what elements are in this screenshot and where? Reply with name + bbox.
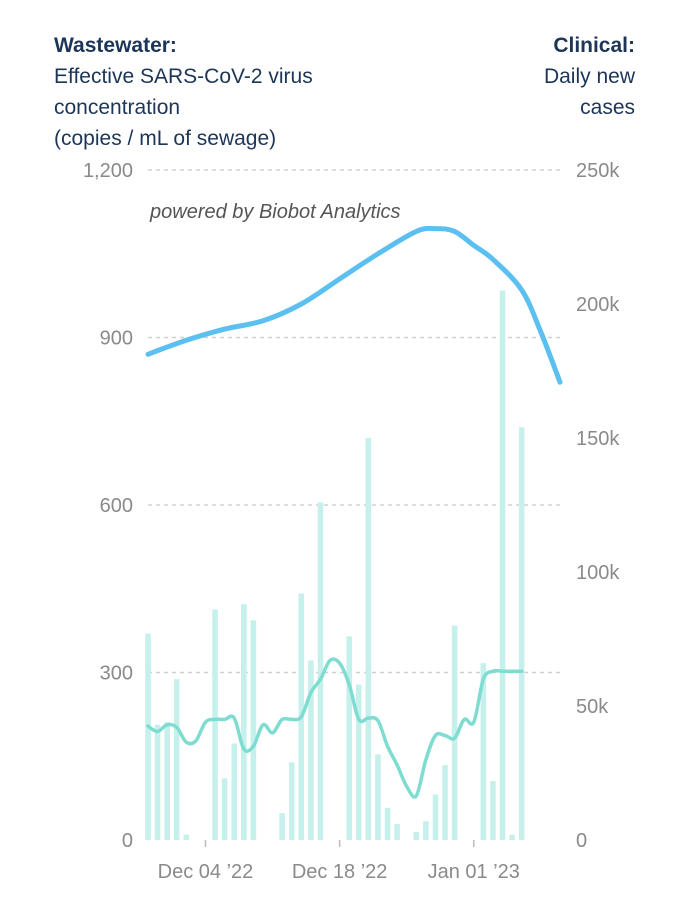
right-axis-tick-label: 50k: [576, 696, 609, 718]
daily-cases-bar: [442, 764, 448, 840]
daily-cases-bar: [423, 821, 429, 840]
right-axis-tick-label: 250k: [576, 160, 620, 182]
daily-cases-bars: [145, 290, 525, 841]
x-axis-tick-label: Jan 01 ’23: [428, 861, 520, 883]
daily-cases-bar: [490, 781, 496, 840]
daily-cases-bar: [365, 438, 372, 840]
daily-cases-bar: [164, 722, 170, 840]
daily-cases-bar: [346, 636, 352, 840]
daily-cases-bar: [221, 778, 228, 840]
left-axis-tick-label: 0: [122, 830, 133, 852]
daily-cases-bar: [173, 679, 180, 840]
left-axis-tick-label: 600: [100, 495, 133, 517]
daily-cases-bar: [356, 684, 362, 840]
x-axis-tick-label: Dec 18 ’22: [292, 861, 388, 883]
daily-cases-bar: [154, 724, 161, 840]
left-axis-subtitle-line-1: Effective SARS-CoV-2 virus: [54, 65, 313, 88]
daily-cases-bar: [451, 625, 458, 840]
daily-cases-bar: [375, 754, 381, 840]
right-axis-tick-label: 0: [576, 830, 587, 852]
daily-cases-bar: [145, 633, 151, 840]
daily-cases-bar: [288, 762, 295, 840]
right-axis-title: Clinical:: [553, 34, 635, 57]
right-axis-tick-label: 100k: [576, 562, 620, 584]
daily-cases-bar: [183, 834, 190, 840]
chart-annotation: powered by Biobot Analytics: [149, 201, 401, 223]
daily-cases-bar: [250, 620, 257, 840]
right-axis-tick-label: 200k: [576, 294, 620, 316]
daily-cases-bar: [413, 831, 420, 840]
daily-cases-bar: [394, 823, 400, 840]
left-axis-subtitle-line-3: (copies / mL of sewage): [54, 127, 277, 150]
daily-cases-bar: [308, 660, 314, 840]
daily-cases-bar: [480, 663, 487, 840]
daily-cases-bar: [384, 807, 391, 840]
right-axis-header: Clinical: Daily new cases: [544, 30, 635, 123]
right-axis-subtitle-line-1: Daily new: [543, 65, 635, 88]
x-axis-tick-label: Dec 04 ’22: [158, 861, 254, 883]
right-axis-tick-label: 150k: [576, 428, 620, 450]
daily-cases-bar: [212, 609, 218, 840]
daily-cases-bar: [231, 743, 238, 840]
series-lines: [145, 225, 563, 799]
daily-cases-bar: [499, 290, 506, 841]
wastewater-concentration-line: [145, 225, 563, 385]
left-axis-tick-label: 300: [100, 663, 133, 685]
left-axis-tick-label: 1,200: [83, 160, 133, 182]
grid-lines: [148, 169, 560, 674]
left-axis-subtitle-line-2: concentration: [54, 96, 181, 119]
daily-cases-bar: [432, 794, 439, 840]
daily-cases-bar: [279, 813, 285, 840]
left-axis-tick-label: 900: [100, 328, 133, 350]
daily-cases-bar: [509, 834, 515, 840]
left-axis-title: Wastewater:: [54, 34, 177, 57]
daily-cases-bar: [317, 502, 324, 840]
left-axis-header: Wastewater: Effective SARS-CoV-2 virus c…: [54, 30, 313, 154]
cases-7day-average-line: [146, 657, 524, 799]
right-axis-subtitle-line-2: cases: [580, 96, 635, 119]
daily-cases-bar: [518, 427, 525, 840]
axis-labels: 0 300 600 900 1,200 0 50k 100k 150k 200k 250k Dec 0…: [83, 160, 620, 883]
daily-cases-bar: [241, 604, 247, 840]
